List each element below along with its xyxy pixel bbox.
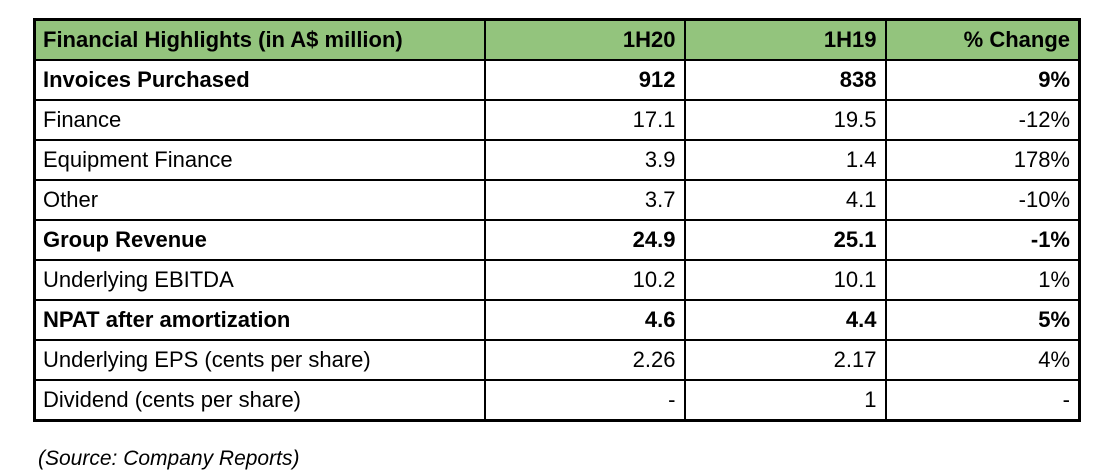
value-1h19: 4.4 <box>683 299 887 341</box>
value-1h20: 24.9 <box>483 219 686 261</box>
table-row-equipment-finance: Equipment Finance 3.9 1.4 178% <box>33 139 1081 181</box>
source-note: (Source: Company Reports) <box>38 447 300 470</box>
row-label: Group Revenue <box>33 219 486 261</box>
row-label: Finance <box>33 99 486 141</box>
value-1h19: 25.1 <box>683 219 887 261</box>
header-cell-1h20: 1H20 <box>483 18 686 61</box>
value-1h19: 1.4 <box>683 139 887 181</box>
value-1h20: - <box>483 379 686 422</box>
row-label: Other <box>33 179 486 221</box>
value-1h20: 3.7 <box>483 179 686 221</box>
header-cell-change: % Change <box>884 18 1081 61</box>
value-1h20: 2.26 <box>483 339 686 381</box>
table-row-other: Other 3.7 4.1 -10% <box>33 179 1081 221</box>
header-cell-1h19: 1H19 <box>683 18 887 61</box>
table-row-underlying-ebitda: Underlying EBITDA 10.2 10.1 1% <box>33 259 1081 301</box>
header-cell-title: Financial Highlights (in A$ million) <box>33 18 486 61</box>
value-1h19: 4.1 <box>683 179 887 221</box>
value-1h20: 3.9 <box>483 139 686 181</box>
value-1h20: 4.6 <box>483 299 686 341</box>
value-1h19: 2.17 <box>683 339 887 381</box>
table-row-finance: Finance 17.1 19.5 -12% <box>33 99 1081 141</box>
row-label: Equipment Finance <box>33 139 486 181</box>
value-1h20: 10.2 <box>483 259 686 301</box>
value-change: 178% <box>884 139 1081 181</box>
table-row-underlying-eps: Underlying EPS (cents per share) 2.26 2.… <box>33 339 1081 381</box>
value-1h19: 838 <box>683 59 887 101</box>
table-row-npat-after-amortization: NPAT after amortization 4.6 4.4 5% <box>33 299 1081 341</box>
row-label: Underlying EBITDA <box>33 259 486 301</box>
value-change: -12% <box>884 99 1081 141</box>
table-row-dividend: Dividend (cents per share) - 1 - <box>33 379 1081 422</box>
row-label: Underlying EPS (cents per share) <box>33 339 486 381</box>
header-row: Financial Highlights (in A$ million) 1H2… <box>33 18 1081 61</box>
value-1h19: 10.1 <box>683 259 887 301</box>
value-1h19: 19.5 <box>683 99 887 141</box>
value-change: 1% <box>884 259 1081 301</box>
value-change: -1% <box>884 219 1081 261</box>
table-row-group-revenue: Group Revenue 24.9 25.1 -1% <box>33 219 1081 261</box>
value-1h19: 1 <box>683 379 887 422</box>
row-label: Dividend (cents per share) <box>33 379 486 422</box>
row-label: Invoices Purchased <box>33 59 486 101</box>
value-1h20: 17.1 <box>483 99 686 141</box>
value-change: - <box>884 379 1081 422</box>
row-label: NPAT after amortization <box>33 299 486 341</box>
value-change: -10% <box>884 179 1081 221</box>
value-change: 4% <box>884 339 1081 381</box>
value-1h20: 912 <box>483 59 686 101</box>
financial-highlights-table: Financial Highlights (in A$ million) 1H2… <box>33 18 1081 422</box>
value-change: 5% <box>884 299 1081 341</box>
value-change: 9% <box>884 59 1081 101</box>
table-row-invoices-purchased: Invoices Purchased 912 838 9% <box>33 59 1081 101</box>
